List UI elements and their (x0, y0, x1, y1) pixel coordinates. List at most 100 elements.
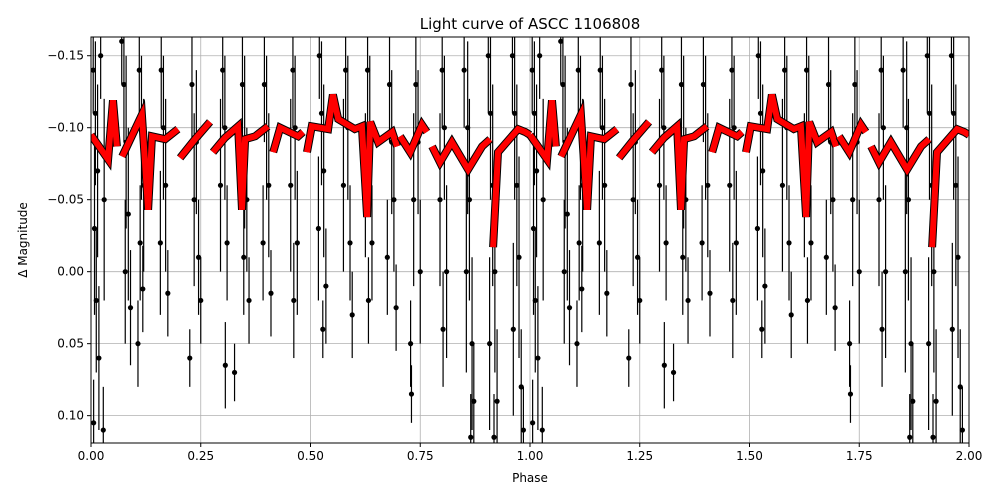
data-point (91, 67, 96, 73)
x-tick-label: 0.00 (78, 449, 105, 463)
data-point (318, 110, 325, 116)
data-point (628, 81, 634, 88)
data-point (760, 168, 766, 174)
data-point (260, 240, 266, 246)
data-point (365, 297, 372, 304)
y-axis-label: Δ Magnitude (16, 202, 30, 278)
data-point (678, 81, 685, 88)
y-tick-label: −0.05 (47, 193, 84, 207)
data-point (492, 269, 498, 275)
model-segment (304, 93, 400, 218)
data-point (905, 197, 912, 203)
data-point (535, 355, 541, 361)
data-point (520, 427, 527, 433)
data-point (125, 211, 131, 217)
data-point (91, 225, 98, 232)
data-point (907, 434, 913, 440)
data-point (294, 240, 300, 246)
data-point (782, 67, 788, 73)
model-segment (616, 119, 652, 160)
x-tick-label: 1.75 (846, 449, 873, 463)
data-point (926, 110, 933, 116)
y-tick-label: 0.10 (57, 409, 84, 423)
data-point (516, 254, 522, 260)
x-axis-ticks: 0.00 0.25 0.50 0.75 1.00 1.25 1.50 1.75 2.00 (78, 443, 982, 463)
data-point (959, 427, 966, 433)
data-point (705, 182, 711, 188)
x-tick-label: 1.50 (736, 449, 763, 463)
data-point (680, 254, 686, 260)
model-segment (91, 100, 120, 168)
data-point (135, 341, 141, 347)
model-segment (558, 102, 619, 210)
data-point (757, 110, 764, 116)
data-point (291, 297, 297, 304)
data-point (579, 286, 585, 292)
data-point (908, 341, 914, 347)
data-point (900, 67, 906, 73)
data-point (491, 434, 497, 440)
data-point (604, 290, 610, 296)
data-point (852, 81, 858, 88)
data-point (663, 240, 669, 246)
data-point (530, 225, 537, 232)
data-point (316, 53, 322, 59)
data-point (948, 53, 955, 59)
data-point (136, 67, 142, 73)
data-point (231, 369, 238, 376)
data-point (599, 125, 606, 131)
data-point (902, 269, 908, 275)
data-point (637, 297, 643, 304)
data-point (878, 67, 884, 73)
data-point (224, 240, 230, 246)
data-point (98, 53, 104, 59)
x-tick-label: 0.75 (407, 449, 434, 463)
data-point (656, 182, 663, 188)
data-point (876, 197, 882, 203)
data-point (340, 182, 347, 188)
data-point (157, 240, 163, 246)
model-segment (836, 118, 869, 159)
data-point (931, 269, 937, 275)
data-point (165, 290, 171, 296)
data-point (443, 269, 450, 275)
data-point (564, 211, 570, 217)
data-point (597, 67, 603, 73)
data-point (463, 269, 469, 275)
data-point (127, 305, 134, 311)
chart-title: Light curve of ASCC 1106808 (420, 15, 641, 33)
data-point (596, 240, 602, 246)
data-point (347, 240, 353, 246)
data-point (315, 225, 322, 232)
data-point (685, 297, 691, 304)
data-point (532, 297, 538, 304)
data-point (119, 38, 125, 44)
data-point (566, 305, 573, 311)
data-point (137, 240, 143, 246)
data-point (266, 182, 272, 188)
model-segment (397, 118, 430, 159)
data-point (408, 391, 415, 397)
data-point (217, 182, 224, 188)
data-point (466, 197, 473, 203)
data-point (440, 326, 446, 332)
data-point (514, 182, 520, 188)
data-point (417, 269, 423, 275)
data-point (510, 326, 516, 332)
data-point (246, 297, 252, 304)
data-point (955, 254, 961, 260)
data-point (461, 67, 467, 73)
data-point (222, 125, 228, 131)
data-point (290, 67, 296, 73)
data-point (850, 197, 856, 203)
data-point (533, 168, 540, 174)
data-point (512, 110, 518, 116)
data-point (661, 125, 667, 131)
data-point (437, 197, 443, 203)
model-segment (177, 119, 213, 160)
data-point (953, 182, 959, 188)
data-point (539, 427, 545, 433)
data-point (241, 254, 247, 260)
data-point (733, 240, 739, 246)
data-point (384, 254, 390, 260)
